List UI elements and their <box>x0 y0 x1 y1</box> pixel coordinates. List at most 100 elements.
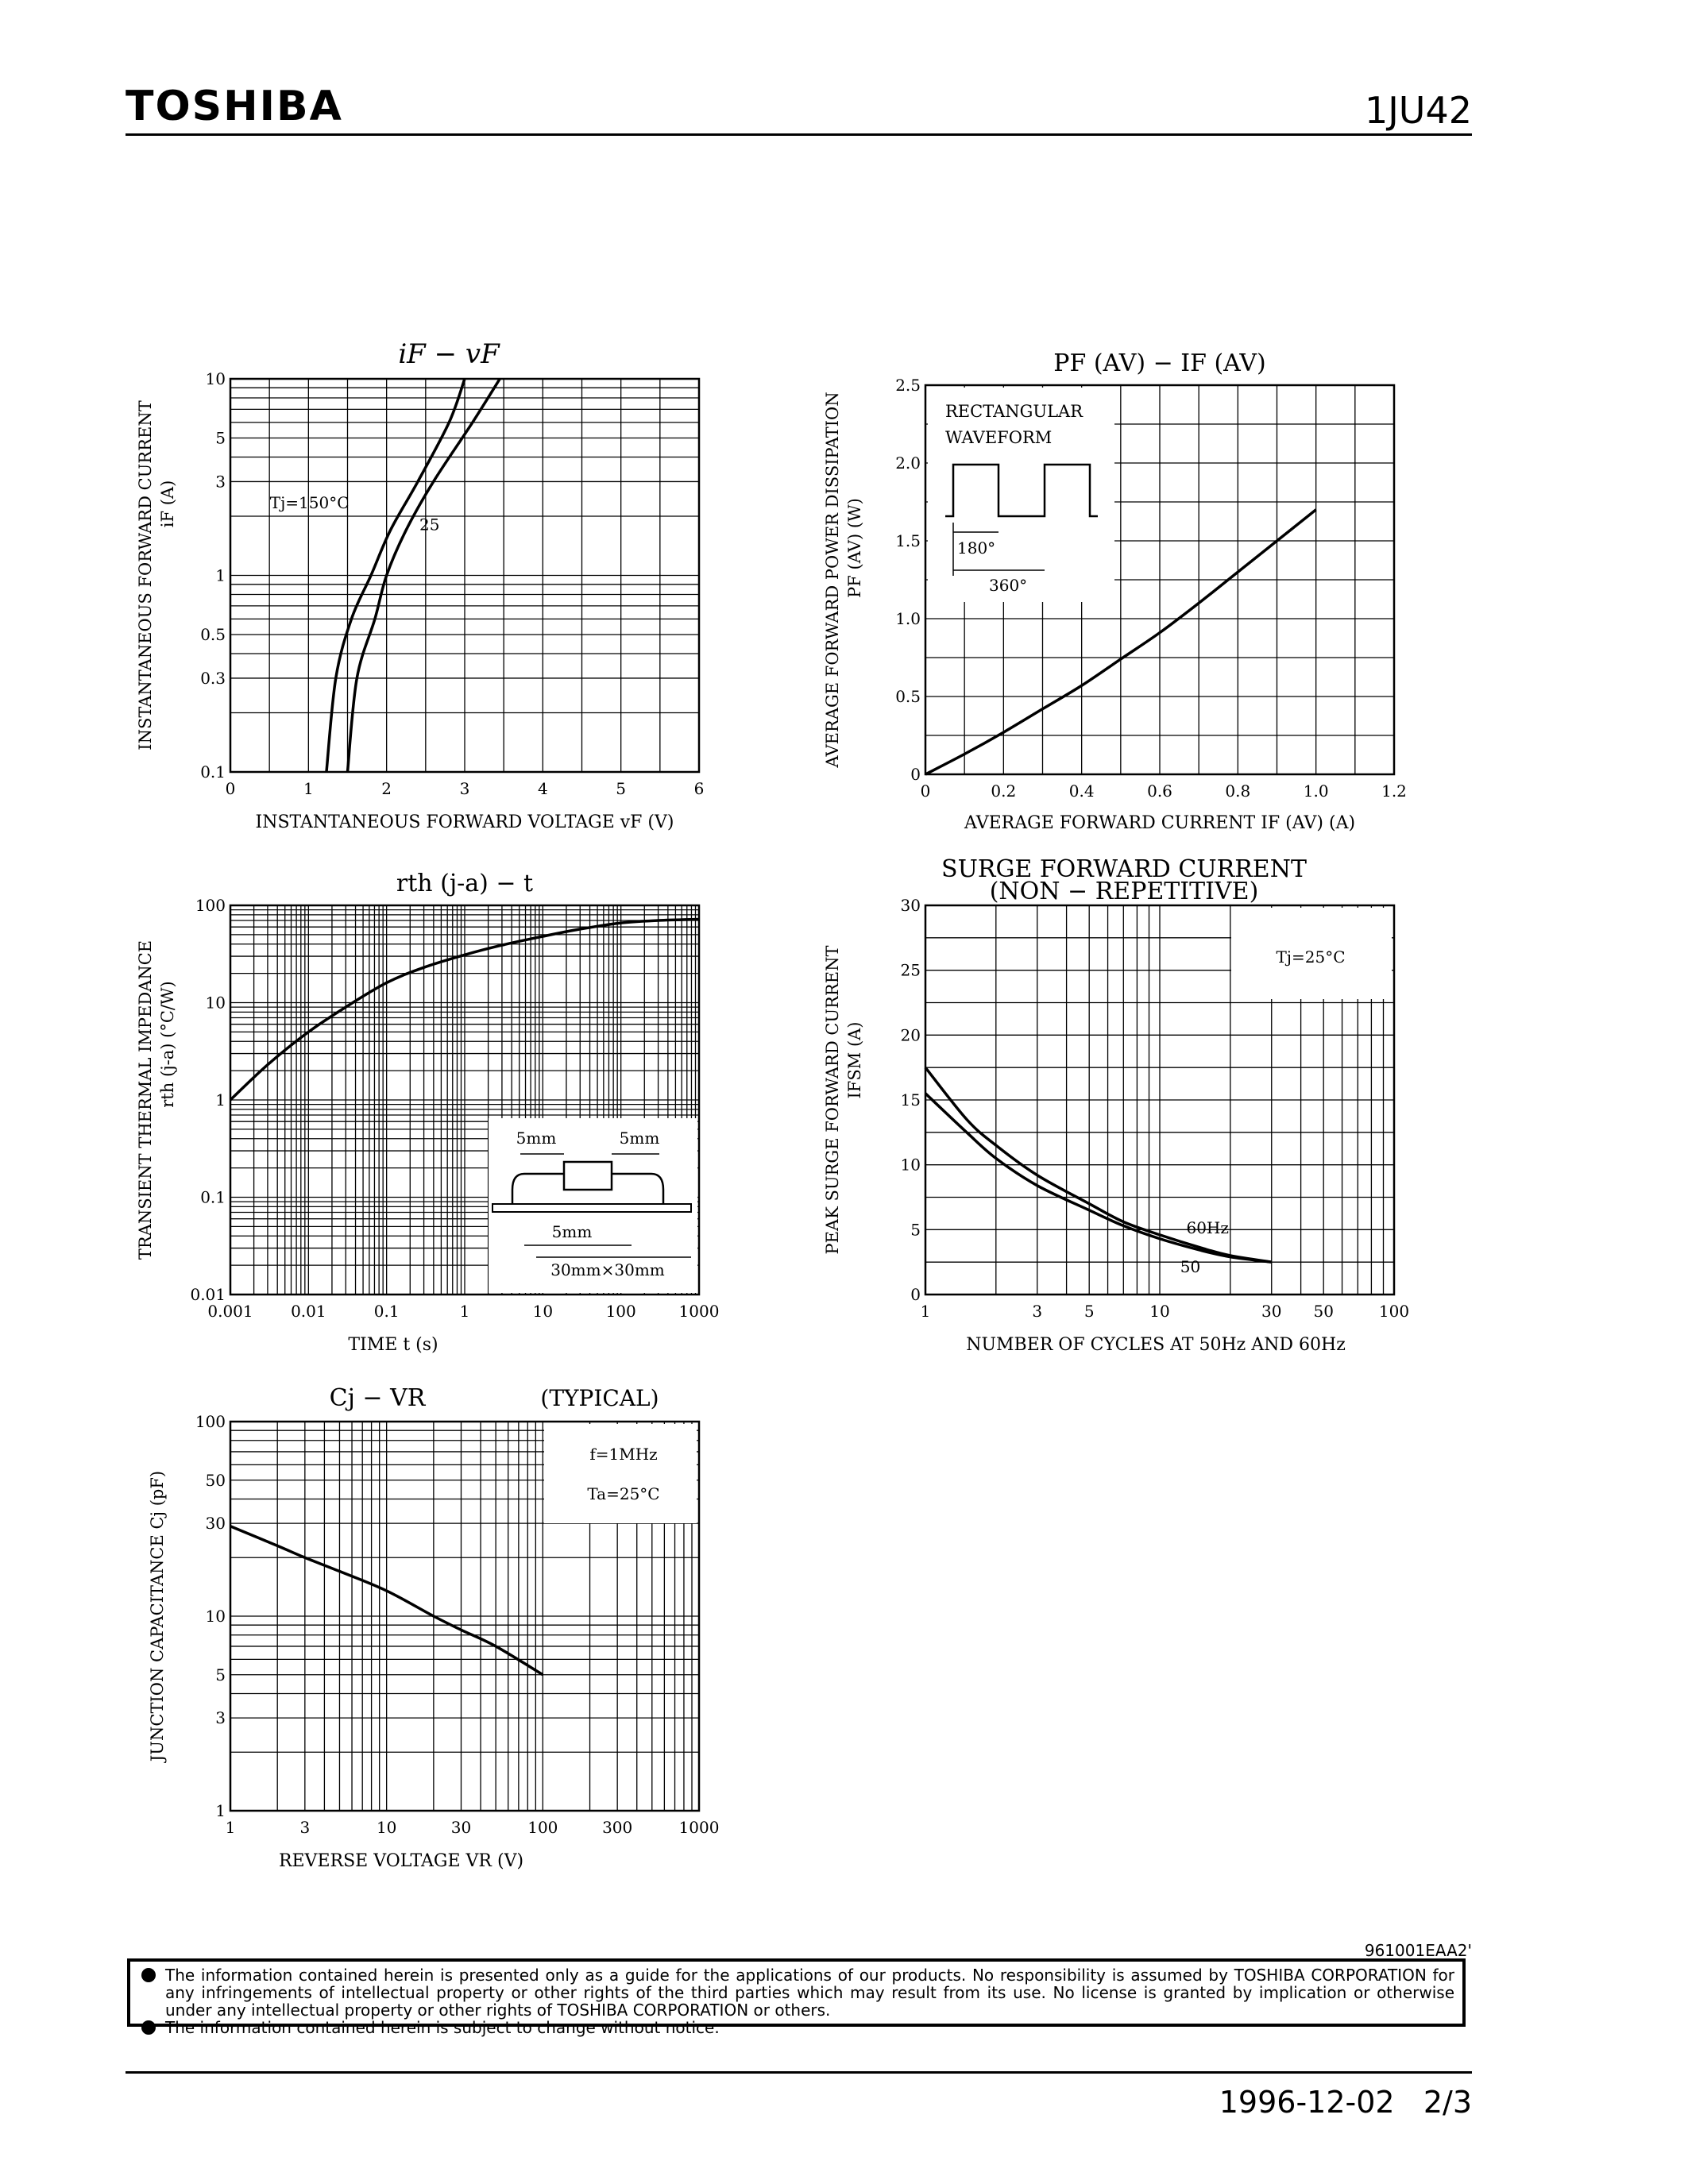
diode-body-icon <box>562 1160 613 1191</box>
inset-label-1: RECTANGULAR <box>945 402 1083 421</box>
ta-25-label: Ta=25°C <box>587 1484 659 1503</box>
x-axis-label: REVERSE VOLTAGE VR (V) <box>279 1851 523 1871</box>
series-line-main <box>925 508 1317 776</box>
y-axis-label: PEAK SURGE FORWARD CURRENT <box>823 946 842 1255</box>
condition-box <box>544 1424 697 1523</box>
footer-date: 1996-12-02 <box>1219 2085 1395 2120</box>
series-line-25 <box>346 378 501 773</box>
chart-title: rth (j-a) − t <box>396 870 533 897</box>
toshiba-logo: TOSHIBA <box>126 83 343 130</box>
y-tick-label: 1 <box>215 1801 226 1820</box>
footer-page: 2/3 <box>1423 2085 1472 2120</box>
chart-pf-if: 0 0.2 0.4 0.6 0.8 1.0 1.2 0 0.5 1.0 1.5 2.0 2.5 RECTA… <box>823 349 1407 833</box>
chart-if-vf: 0 1 2 3 4 5 6 0.1 0.3 0.5 1 3 5 10 iF − vF INSTANTANEOU… <box>136 338 704 832</box>
angle-360-label: 360° <box>989 576 1027 595</box>
x-tick-label: 0.6 <box>1147 781 1172 801</box>
disclaimer-text-2: The information contained herein is subj… <box>165 2018 720 2037</box>
x-tick-label: 30 <box>451 1818 471 1837</box>
plot-frame <box>229 1420 701 1812</box>
inset-bg <box>928 388 1114 602</box>
x-tick-label: 100 <box>527 1818 558 1837</box>
y-axis-label-2: iF (A) <box>158 480 177 528</box>
x-tick-label: 1000 <box>679 1818 720 1837</box>
y-tick-label: 2.5 <box>895 376 921 395</box>
x-tick-label: 1 <box>226 1818 236 1837</box>
tj-150-label: Tj=150°C <box>270 493 350 512</box>
doc-id: 961001EAA2' <box>1364 1941 1472 1960</box>
x-tick-label: 0 <box>226 779 236 798</box>
x-tick-label: 0.001 <box>207 1302 253 1321</box>
series-line-tj150c <box>325 378 466 773</box>
lead-left-icon <box>511 1172 564 1206</box>
x-tick-label: 4 <box>538 779 548 798</box>
dim-5mm-left: 5mm <box>516 1129 557 1148</box>
y-tick-label: 1.0 <box>895 609 921 628</box>
pcb-board-icon <box>492 1203 692 1213</box>
chart-cj-vr: 1 3 10 30 100 300 1000 1 3 5 10 30 50 100 Cj − VR (TYPI… <box>148 1384 719 1871</box>
x-tick-label: 100 <box>1379 1302 1409 1321</box>
y-tick-label: 1 <box>215 566 226 585</box>
y-tick-label: 30 <box>901 896 921 915</box>
x-tick-label: 100 <box>606 1302 636 1321</box>
plot-frame <box>924 904 1396 1296</box>
x-tick-label: 1.2 <box>1381 781 1407 801</box>
y-tick-label: 0.5 <box>895 687 921 706</box>
part-number: 1JU42 <box>1364 89 1472 132</box>
dim-5mm-bottom: 5mm <box>552 1222 593 1241</box>
x-axis-label: TIME t (s) <box>348 1335 438 1355</box>
chart-subtitle: (NON − REPETITIVE) <box>990 878 1259 905</box>
x-tick-label: 1 <box>303 779 314 798</box>
y-tick-label: 2.0 <box>895 453 921 473</box>
chart-title: Cj − VR <box>330 1384 427 1412</box>
x-tick-label: 300 <box>602 1818 632 1837</box>
y-axis-label: JUNCTION CAPACITANCE Cj (pF) <box>148 1471 167 1763</box>
y-tick-label: 15 <box>901 1090 921 1109</box>
dim-5mm-right: 5mm <box>620 1129 660 1148</box>
bullet-icon <box>141 2020 156 2035</box>
y-axis-label-2: IFSM (A) <box>845 1022 864 1099</box>
x-tick-label: 30 <box>1261 1302 1281 1321</box>
footer-rule <box>126 2071 1472 2074</box>
y-axis-label: TRANSIENT THERMAL IMPEDANCE <box>136 940 155 1260</box>
series-line-main <box>229 917 700 1102</box>
y-tick-label: 5 <box>215 429 226 448</box>
y-tick-label: 10 <box>206 994 226 1013</box>
y-axis-label-2: rth (j-a) (°C/W) <box>158 981 177 1107</box>
chart-title: SURGE FORWARD CURRENT <box>941 855 1307 883</box>
x-tick-label: 3 <box>299 1818 310 1837</box>
y-tick-label: 0.01 <box>190 1285 226 1304</box>
y-tick-label: 1.5 <box>895 531 921 550</box>
board-size-label: 30mm×30mm <box>550 1260 665 1279</box>
x-tick-label: 1 <box>921 1302 931 1321</box>
angle-180-label: 180° <box>957 538 995 558</box>
x-tick-label: 5 <box>616 779 626 798</box>
x-tick-label: 2 <box>381 779 392 798</box>
y-tick-label: 3 <box>215 472 226 491</box>
inset-label-2: WAVEFORM <box>945 428 1052 447</box>
tj-25-label: 25 <box>419 515 439 534</box>
page-header: TOSHIBA 1JU42 <box>0 0 1688 143</box>
mounting-inset: 5mm 5mm 5mm 30mm×30mm <box>489 1118 697 1293</box>
x-tick-label: 0.2 <box>991 781 1016 801</box>
x-tick-label: 10 <box>377 1818 396 1837</box>
disclaimer-box: The information contained herein is pres… <box>127 1958 1466 2036</box>
x-tick-label: 0.8 <box>1225 781 1250 801</box>
freq-label: f=1MHz <box>589 1445 657 1464</box>
x-tick-label: 0.4 <box>1069 781 1095 801</box>
x-tick-label: 0.1 <box>374 1302 400 1321</box>
y-tick-label: 10 <box>206 369 226 388</box>
y-axis-label-2: PF (AV) (W) <box>845 498 864 598</box>
condition-box <box>1231 908 1392 999</box>
y-tick-label: 100 <box>195 1412 226 1431</box>
header-rule <box>126 133 1472 136</box>
plot-frame <box>924 384 1396 776</box>
x-tick-label: 0.01 <box>291 1302 326 1321</box>
y-tick-label: 0.1 <box>200 1188 226 1207</box>
y-tick-label: 0.5 <box>200 625 226 644</box>
x-axis-label: AVERAGE FORWARD CURRENT IF (AV) (A) <box>964 813 1355 833</box>
y-tick-label: 10 <box>901 1156 921 1175</box>
y-tick-label: 30 <box>206 1514 226 1533</box>
50hz-label: 50 <box>1180 1257 1200 1276</box>
